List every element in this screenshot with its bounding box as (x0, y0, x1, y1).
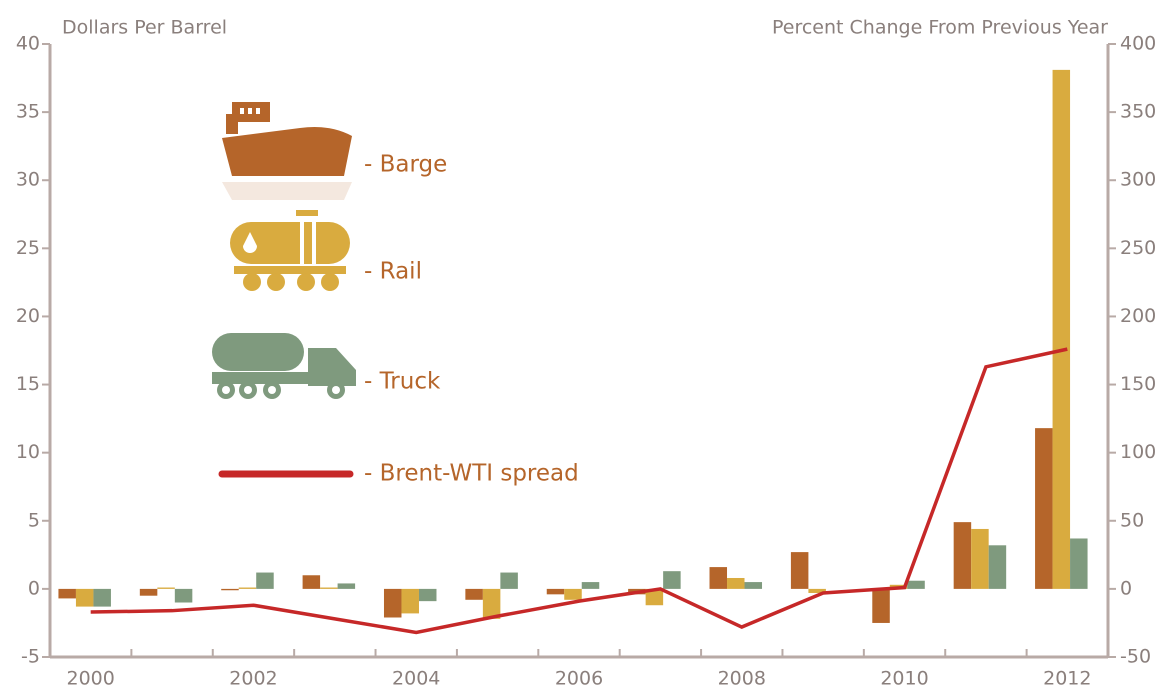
bar (383, 588, 402, 618)
bar (808, 588, 826, 593)
y2-tick-label: 200 (1120, 305, 1156, 327)
bar (337, 583, 356, 589)
bar (645, 588, 664, 606)
y2-tick-label: 50 (1120, 509, 1144, 531)
bar (75, 588, 94, 607)
bar (953, 522, 972, 589)
bar (709, 567, 728, 589)
legend-label: - Rail (364, 259, 422, 285)
bar (971, 528, 989, 589)
y-tick-label: 0 (28, 577, 40, 599)
bar (418, 588, 437, 602)
bar (1070, 538, 1088, 589)
bar (320, 587, 338, 589)
bar (988, 545, 1007, 589)
y2-tick-label: 350 (1120, 101, 1156, 123)
bar (744, 582, 763, 589)
legend-label: - Truck (364, 369, 441, 395)
bar (727, 577, 745, 589)
y-tick-label: 10 (16, 441, 40, 463)
x-tick-label: 2006 (555, 668, 603, 690)
bar (546, 588, 565, 595)
y-tick-label: 5 (28, 509, 40, 531)
bar (663, 571, 681, 589)
x-tick-label: 2010 (880, 668, 928, 690)
y-tick-label: 35 (16, 101, 40, 123)
bar (564, 588, 582, 600)
bar (93, 588, 111, 607)
line (90, 347, 1068, 635)
y2-tick-label: -50 (1120, 646, 1151, 668)
legend-label: - Barge (364, 152, 447, 178)
bar (157, 587, 175, 589)
bar (790, 552, 809, 589)
x-tick-label: 2000 (67, 668, 115, 690)
bar (907, 580, 925, 589)
y2-tick-label: 250 (1120, 237, 1156, 259)
bar (139, 588, 158, 596)
y2-tick-label: 300 (1120, 169, 1156, 191)
y-tick-label: 15 (16, 373, 40, 395)
bar (581, 582, 600, 589)
bar (256, 572, 274, 589)
bar (401, 588, 419, 614)
bar (1052, 69, 1071, 589)
x-tick-label: 2012 (1043, 668, 1091, 690)
rail-icon (230, 210, 350, 291)
y-tick-label: 25 (16, 237, 40, 259)
bar (58, 588, 76, 599)
x-tick-label: 2008 (718, 668, 766, 690)
bar (302, 575, 321, 589)
y-tick-label: 30 (16, 169, 40, 191)
truck-icon (212, 333, 356, 399)
x-tick-label: 2004 (392, 668, 440, 690)
bar (221, 588, 239, 591)
barge-icon (222, 102, 352, 200)
bar (500, 572, 518, 589)
y-tick-label: -5 (21, 646, 40, 668)
y2-axis-title: Percent Change From Previous Year (772, 17, 1108, 39)
y2-tick-label: 0 (1120, 577, 1132, 599)
y-tick-label: 20 (16, 305, 40, 327)
legend-label: - Brent-WTI spread (364, 461, 579, 487)
y2-tick-label: 100 (1120, 441, 1156, 463)
y-tick-label: 40 (16, 33, 40, 55)
y-axis-title: Dollars Per Barrel (62, 17, 227, 39)
bar (1035, 428, 1053, 589)
bar (482, 588, 501, 619)
bar (465, 588, 483, 600)
bar (872, 588, 890, 623)
y2-tick-label: 150 (1120, 373, 1156, 395)
bar (238, 587, 257, 589)
bar (174, 588, 193, 603)
x-tick-label: 2002 (229, 668, 277, 690)
y2-tick-label: 400 (1120, 33, 1156, 55)
